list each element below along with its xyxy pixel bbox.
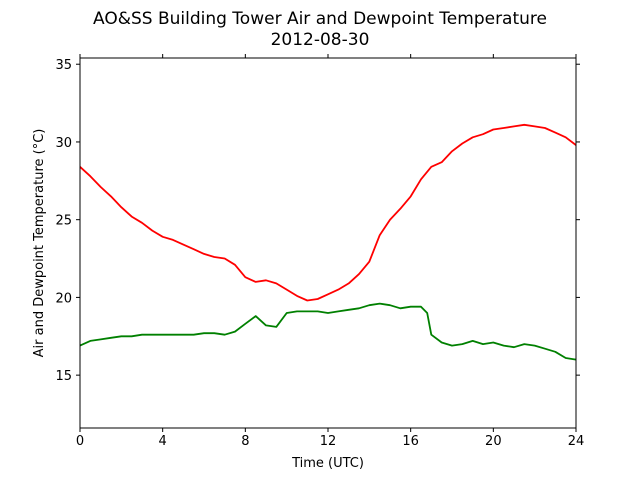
x-tick-label: 0 (76, 434, 84, 449)
series-layer (79, 123, 577, 361)
series-line-1 (79, 302, 577, 361)
x-tick-label: 4 (159, 434, 167, 449)
x-tick-label: 16 (402, 434, 419, 449)
x-tick-label: 8 (241, 434, 249, 449)
x-axis-label: Time (UTC) (291, 456, 364, 471)
x-tick-label: 20 (485, 434, 502, 449)
x-tick-label: 12 (320, 434, 337, 449)
y-tick-label: 30 (55, 136, 72, 151)
y-tick-label: 35 (55, 58, 72, 73)
y-axis-label: Air and Dewpoint Temperature (°C) (32, 129, 47, 358)
plot-frame (79, 57, 577, 429)
ticks-layer: 0 4 8 12 16 20 24 15 20 25 30 35 (55, 54, 584, 449)
chart-subtitle: 2012-08-30 (271, 30, 370, 50)
y-tick-label: 25 (55, 214, 72, 229)
y-tick-label: 20 (55, 291, 72, 306)
y-tick-label: 15 (55, 369, 72, 384)
chart-title: AO&SS Building Tower Air and Dewpoint Te… (93, 9, 547, 29)
x-tick-label: 24 (568, 434, 585, 449)
series-line-0 (79, 123, 577, 302)
